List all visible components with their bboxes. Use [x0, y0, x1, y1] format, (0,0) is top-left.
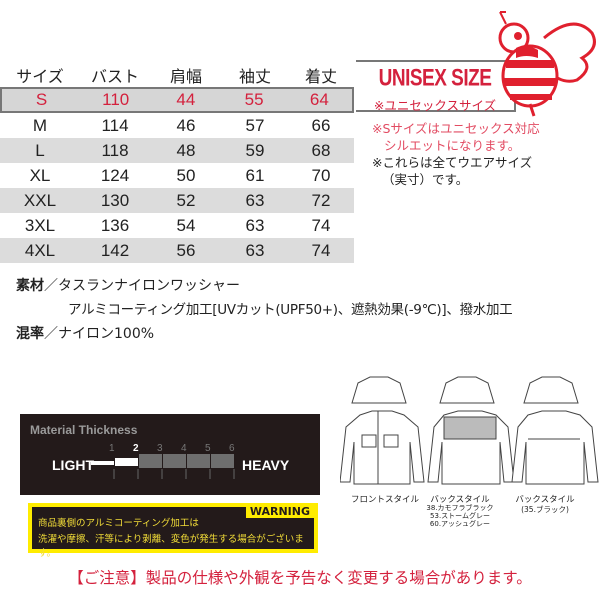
header-bust: バスト [90, 66, 139, 86]
table-cell: XXL [23, 190, 57, 210]
scale-label: 2 [133, 443, 139, 454]
back-style-colors-1: 38.カモフラブラック 53.ストームグレー 60.アッシュグレー [420, 504, 500, 528]
warning-label: WARNING [245, 505, 314, 518]
table-cell: M [32, 115, 48, 135]
blend-label: 混率 [16, 326, 44, 342]
unisex-note: ※Sサイズはユニセックス対応 シルエットになります。 [372, 120, 540, 154]
table-cell: 54 [176, 215, 196, 235]
back-style-label-2: バックスタイル [515, 495, 575, 505]
table-cell: 59 [245, 140, 265, 160]
unisex-title: UNISEX SIZE [378, 65, 492, 92]
unisex-subtitle: ※ユニセックスサイズ [373, 98, 497, 113]
unisex-size-box: UNISEX SIZE ※ユニセックスサイズ [356, 60, 516, 113]
table-cell: S [35, 90, 48, 109]
table-cell: 118 [101, 140, 129, 160]
size-note: ※これらは全てウエアサイズ （実寸）です。 [372, 154, 532, 188]
table-cell: 142 [100, 240, 130, 260]
table-cell: 3XL [24, 215, 56, 235]
material-info: 素材／タスランナイロンワッシャー アルミコーティング加工[UVカット(UPF50… [16, 274, 513, 346]
thickness-gauge: 1 2 3 4 5 6 [91, 443, 235, 479]
table-cell: 136 [100, 215, 130, 235]
scale-label: 3 [157, 443, 163, 454]
header-sleeve: 袖丈 [238, 66, 271, 86]
material-thickness-panel: Material Thickness LIGHT HEAVY 1 2 3 4 5 6 [20, 414, 320, 495]
jacket-back-black-icon [511, 376, 599, 485]
blend-value: ／ナイロン100% [44, 326, 155, 342]
table-cell: L [35, 140, 45, 160]
table-cell: 68 [311, 140, 331, 160]
table-row: S 110 44 55 64 [0, 87, 354, 113]
warning-box: WARNING 商品裏側のアルミコーティング加工は 洗濯や摩擦、汗等により剥離、… [28, 503, 318, 559]
bee-mascot-icon [498, 11, 596, 117]
table-cell: XL [29, 165, 51, 185]
material-coating: アルミコーティング加工[UVカット(UPF50+)、遮熱効果(-9℃)]、撥水加… [68, 302, 513, 318]
heavy-label: HEAVY [242, 457, 290, 473]
table-cell: 61 [245, 165, 265, 185]
table-cell: 114 [101, 115, 129, 135]
warning-line-1: 商品裏側のアルミコーティング加工は [38, 518, 199, 529]
gauge-segment [163, 454, 186, 468]
table-cell: 124 [100, 165, 130, 185]
warning-line-2: 洗濯や摩擦、汗等により剥離、変色が発生する場合がございます。 [38, 534, 304, 559]
scale-label: 5 [205, 443, 211, 454]
material-value: ／タスランナイロンワッシャー [44, 278, 240, 294]
size-table: サイズ バスト 肩幅 袖丈 着丈 S 110 44 55 64 M 114 46 57 66 L 11… [0, 62, 354, 263]
color-option: 38.カモフラブラック [426, 504, 494, 512]
back-style-colors-2: (35.ブラック) [521, 505, 569, 514]
table-cell: 63 [245, 190, 265, 210]
material-label: 素材 [16, 278, 44, 294]
notice-text: 【ご注意】製品の仕様や外観を予告なく変更する場合があります。 [68, 569, 532, 587]
table-row: XL 124 50 61 70 [0, 163, 354, 188]
gauge-segment [91, 461, 114, 465]
gauge-segment [115, 458, 138, 466]
thickness-title: Material Thickness [30, 423, 138, 437]
header-size: サイズ [16, 66, 64, 86]
table-cell: 130 [100, 190, 130, 210]
front-style-label: フロントスタイル [350, 495, 419, 505]
table-cell: 74 [311, 215, 331, 235]
jacket-back-camo-icon [427, 376, 515, 485]
table-cell: 44 [176, 90, 196, 109]
table-cell: 64 [309, 90, 329, 109]
table-cell: 48 [176, 140, 196, 160]
note-red-2: シルエットになります。 [384, 138, 521, 153]
table-row: 4XL 142 56 63 74 [0, 238, 354, 263]
table-cell: 110 [102, 90, 130, 109]
header-length: 着丈 [304, 66, 337, 86]
table-header: サイズ バスト 肩幅 袖丈 着丈 [0, 62, 354, 87]
back-style-label-1: バックスタイル [430, 495, 490, 505]
table-cell: 74 [311, 240, 331, 260]
note-red-1: ※Sサイズはユニセックス対応 [372, 121, 540, 136]
gauge-segment [139, 454, 162, 468]
table-cell: 66 [311, 115, 331, 135]
table-cell: 63 [245, 240, 265, 260]
jacket-front-icon [340, 376, 425, 485]
table-row: 3XL 136 54 63 74 [0, 213, 354, 238]
table-cell: 63 [245, 215, 265, 235]
gauge-segment [211, 454, 234, 468]
note-black-2: （実寸）です。 [382, 172, 469, 187]
jacket-illustrations [340, 376, 599, 485]
table-cell: 57 [245, 115, 265, 135]
table-row: XXL 130 52 63 72 [0, 188, 354, 213]
table-cell: 55 [244, 90, 264, 109]
color-option: 60.アッシュグレー [429, 520, 491, 528]
table-cell: 52 [176, 190, 196, 210]
table-cell: 56 [176, 240, 196, 260]
color-option: 53.ストームグレー [430, 512, 490, 520]
table-cell: 46 [176, 115, 196, 135]
scale-label: 1 [109, 443, 115, 454]
note-black-1: ※これらは全てウエアサイズ [372, 155, 533, 170]
table-row: L 118 48 59 68 [0, 138, 354, 163]
gauge-segment [187, 454, 210, 468]
table-cell: 72 [311, 190, 331, 210]
table-cell: 4XL [24, 240, 56, 260]
scale-label: 4 [181, 443, 187, 454]
table-cell: 50 [176, 165, 196, 185]
table-row: M 114 46 57 66 [0, 113, 354, 138]
table-cell: 70 [311, 165, 331, 185]
header-shoulder: 肩幅 [169, 66, 202, 86]
light-label: LIGHT [52, 457, 94, 473]
scale-label: 6 [229, 443, 235, 454]
